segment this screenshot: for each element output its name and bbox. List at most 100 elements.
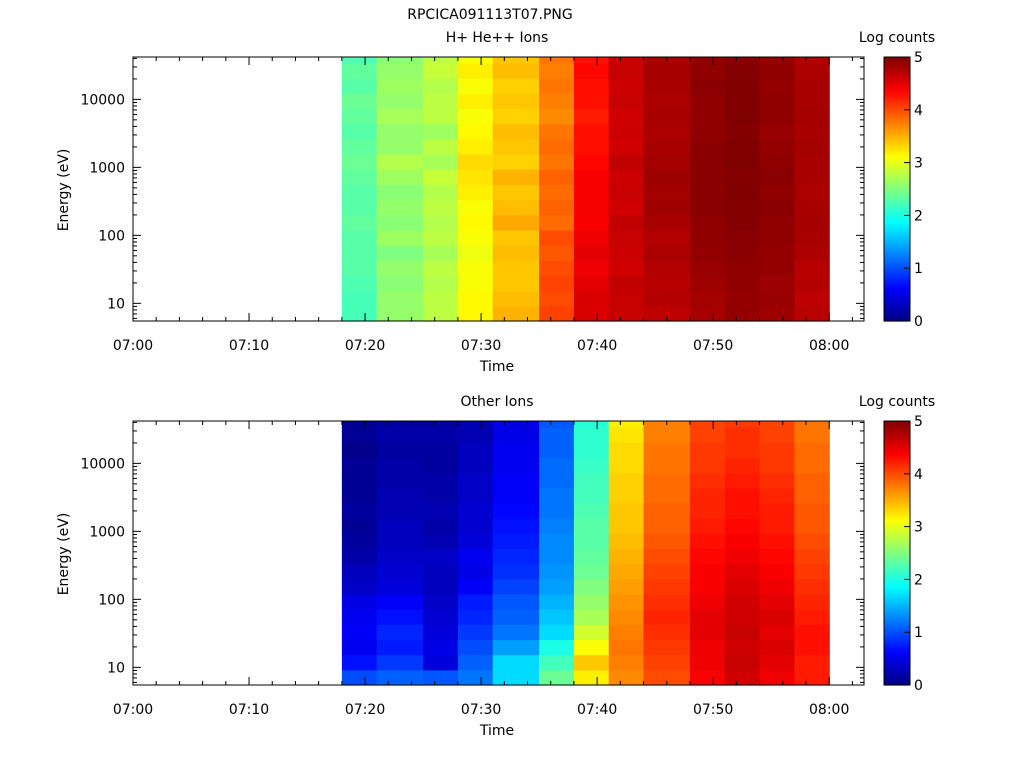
heatmap-cell	[376, 518, 424, 534]
heatmap-cell	[376, 245, 424, 261]
heatmap-cell	[724, 518, 761, 534]
heatmap-cell	[794, 154, 830, 170]
colorbar-tick-label: 5	[914, 50, 923, 66]
heatmap-cell	[759, 184, 795, 201]
colorbar-segment	[884, 608, 910, 612]
heatmap-cell	[457, 593, 494, 610]
colorbar-segment	[884, 86, 910, 90]
heatmap-cell	[794, 457, 830, 474]
heatmap-cell	[724, 57, 761, 64]
colorbar-segment	[884, 202, 910, 206]
heatmap-cell	[423, 578, 459, 595]
heatmap-cell	[794, 593, 830, 610]
heatmap-cell	[376, 563, 424, 580]
colorbar-segment	[884, 78, 910, 82]
heatmap-cell	[423, 290, 459, 307]
colorbar-segment	[884, 278, 910, 282]
colorbar-segment	[884, 149, 910, 153]
colorbar-segment	[884, 663, 910, 668]
heatmap-cell	[457, 199, 494, 216]
colorbar-segment	[884, 616, 910, 620]
colorbar-segment	[884, 555, 910, 559]
colorbar-segment	[884, 175, 910, 180]
heatmap-cell	[794, 548, 830, 565]
heatmap-cell	[457, 518, 494, 534]
colorbar-segment	[884, 286, 910, 290]
panel-title: H+ He++ Ions	[446, 30, 549, 46]
heatmap-cell	[457, 260, 494, 277]
colorbar-segment	[884, 262, 910, 267]
heatmap-cell	[573, 502, 610, 519]
x-tick-label: 07:00	[113, 338, 153, 354]
heatmap-cell	[341, 245, 378, 261]
colorbar-segment	[884, 423, 910, 427]
heatmap-cell	[794, 442, 830, 458]
colorbar-segment	[884, 199, 910, 203]
heatmap-cell	[539, 290, 575, 307]
heatmap-cell	[376, 624, 424, 641]
heatmap-cell	[759, 669, 795, 686]
heatmap-cell	[724, 199, 761, 216]
colorbar-segment	[884, 196, 910, 201]
heatmap-cell	[457, 578, 494, 595]
colorbar-segment	[884, 191, 910, 195]
colorbar-segment	[884, 457, 910, 462]
heatmap-cell	[573, 609, 610, 625]
heatmap-cell	[794, 229, 830, 246]
colorbar-segment	[884, 679, 910, 683]
heatmap-cell	[376, 639, 424, 656]
colorbar-segment	[884, 159, 910, 164]
heatmap-cell	[341, 154, 378, 170]
heatmap-cell	[539, 169, 575, 185]
heatmap-cell	[643, 275, 691, 292]
heatmap-cell	[492, 548, 540, 565]
heatmap-cell	[423, 93, 459, 110]
heatmap-cell	[376, 593, 424, 610]
colorbar-segment	[884, 539, 910, 544]
colorbar-tick-label: 3	[914, 156, 923, 172]
heatmap-cell	[376, 533, 424, 549]
heatmap-cell	[539, 533, 575, 549]
colorbar-segment	[884, 619, 910, 623]
heatmap-cell	[423, 305, 459, 322]
heatmap-cell	[643, 639, 691, 656]
heatmap-cell	[539, 229, 575, 246]
colorbar-segment	[884, 146, 910, 150]
colorbar-segment	[884, 88, 910, 92]
colorbar-segment	[884, 421, 910, 425]
heatmap-cell	[794, 275, 830, 292]
colorbar-segment	[884, 310, 910, 314]
colorbar-segment	[884, 315, 910, 319]
heatmap-cell	[794, 57, 830, 64]
heatmap-cell	[759, 108, 795, 125]
heatmap-cell	[643, 442, 691, 458]
colorbar-segment	[884, 284, 910, 288]
heatmap-cell	[457, 57, 494, 64]
heatmap-cell	[423, 563, 459, 580]
colorbar-segment	[884, 117, 910, 121]
heatmap-cell	[376, 654, 424, 671]
colorbar-segment	[884, 128, 910, 132]
heatmap-cell	[492, 214, 540, 231]
heatmap-cell	[689, 260, 726, 277]
heatmap-cell	[759, 609, 795, 625]
heatmap-cell	[724, 578, 761, 595]
heatmap-cell	[573, 421, 610, 428]
heatmap-cell	[376, 548, 424, 565]
heatmap-cell	[376, 154, 424, 170]
heatmap-cell	[539, 78, 575, 94]
heatmap-cell	[724, 138, 761, 155]
colorbar-segment	[884, 91, 910, 95]
colorbar-segment	[884, 194, 910, 198]
heatmap-cell	[539, 548, 575, 565]
y-axis-label: Energy (eV)	[56, 513, 72, 596]
heatmap-cell	[643, 62, 691, 79]
heatmap-cell	[341, 578, 378, 595]
colorbar-label: Log counts	[859, 394, 935, 410]
colorbar-segment	[884, 426, 910, 430]
panel-h-he-ions: H+ He++ Ions Time Energy (eV) Log counts…	[56, 30, 935, 375]
heatmap-cell	[759, 290, 795, 307]
heatmap-cell	[539, 421, 575, 428]
panel-title: Other Ions	[460, 394, 533, 410]
